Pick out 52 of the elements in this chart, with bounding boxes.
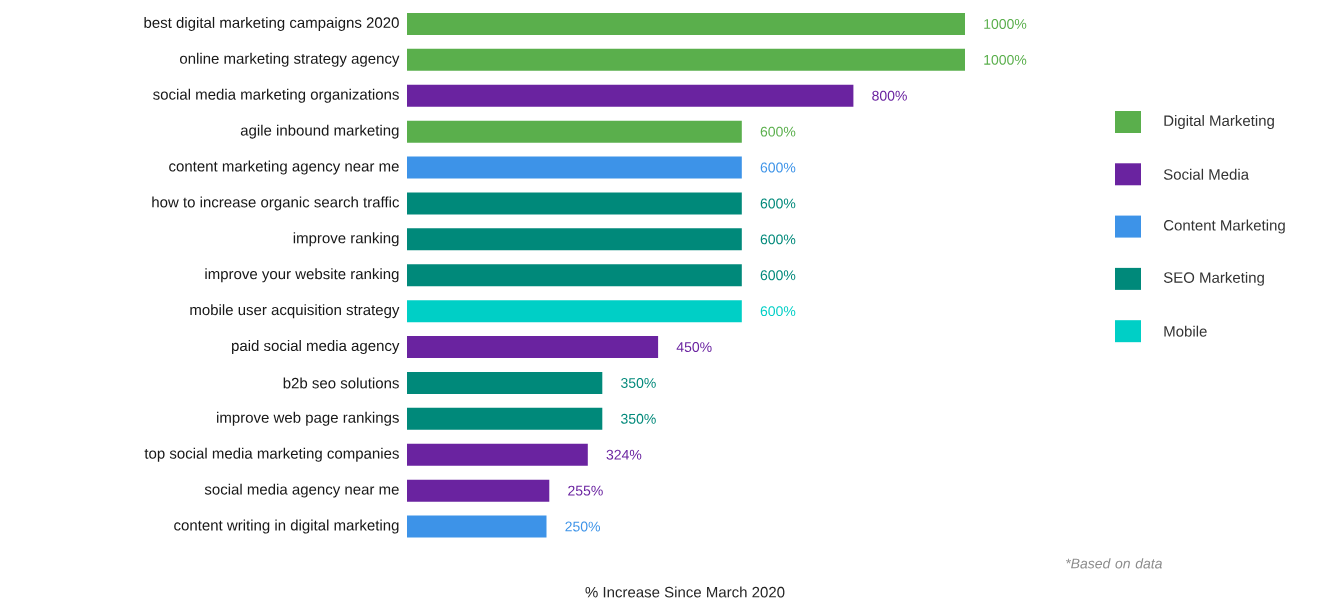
bar bbox=[407, 156, 742, 179]
y-tick-label: best digital marketing campaigns 2020 bbox=[144, 16, 399, 31]
data-label: 450% bbox=[676, 342, 712, 352]
y-tick-label: improve your website ranking bbox=[205, 268, 399, 283]
data-label: 600% bbox=[760, 162, 796, 173]
text: *Based on data bbox=[1066, 558, 1162, 569]
y-tick-label: mobile user acquisition strategy bbox=[190, 304, 400, 319]
y-tick-label: content writing in digital marketing bbox=[174, 519, 399, 534]
bar bbox=[407, 479, 550, 502]
data-label: 324% bbox=[606, 449, 642, 460]
data-label: 250% bbox=[565, 521, 601, 532]
x-axis-title: % Increase Since March 2020 bbox=[585, 586, 785, 598]
data-label: 1000% bbox=[984, 18, 1027, 29]
bar bbox=[407, 120, 742, 143]
y-tick-label: paid social media agency bbox=[232, 340, 400, 355]
bar bbox=[407, 48, 965, 71]
legend-label: Digital Marketing bbox=[1164, 115, 1274, 129]
bar bbox=[407, 192, 742, 215]
data-label: 600% bbox=[760, 126, 796, 137]
data-label: 600% bbox=[760, 270, 796, 281]
y-tick-label: content marketing agency near me bbox=[169, 160, 399, 175]
data-label: 350% bbox=[621, 377, 656, 388]
bar bbox=[407, 443, 588, 466]
y-tick-label: agile inbound marketing bbox=[240, 124, 399, 139]
data-label: 1000% bbox=[984, 54, 1027, 65]
legend-label: SEO Marketing bbox=[1163, 271, 1264, 286]
bar bbox=[407, 12, 965, 35]
y-tick-label: online marketing strategy agency bbox=[179, 52, 400, 67]
y-tick-label: improve web page rankings bbox=[217, 411, 399, 426]
legend-label: Social Media bbox=[1163, 168, 1250, 180]
data-label: 800% bbox=[872, 90, 907, 101]
y-tick-label: b2b seo solutions bbox=[283, 377, 399, 389]
bar bbox=[407, 228, 742, 251]
bar bbox=[407, 300, 742, 323]
legend-label: Mobile bbox=[1164, 325, 1207, 337]
bar bbox=[407, 264, 742, 287]
data-label: 255% bbox=[568, 485, 603, 496]
data-label: 600% bbox=[760, 234, 796, 245]
bar bbox=[407, 84, 854, 107]
bar bbox=[407, 515, 547, 538]
legend-label: Content Marketing bbox=[1163, 219, 1285, 234]
data-label: 350% bbox=[621, 413, 656, 424]
y-tick-label: social media marketing organizations bbox=[153, 88, 399, 103]
y-tick-label: social media agency near me bbox=[204, 483, 399, 498]
bar bbox=[407, 336, 659, 359]
data-label: 600% bbox=[760, 198, 796, 209]
y-tick-label: top social media marketing companies bbox=[144, 447, 399, 462]
data-label: 600% bbox=[760, 306, 796, 317]
bar bbox=[407, 407, 603, 430]
bar bbox=[407, 371, 603, 394]
y-tick-label: how to increase organic search traffic bbox=[152, 196, 400, 211]
y-tick-label: improve ranking bbox=[293, 232, 399, 247]
